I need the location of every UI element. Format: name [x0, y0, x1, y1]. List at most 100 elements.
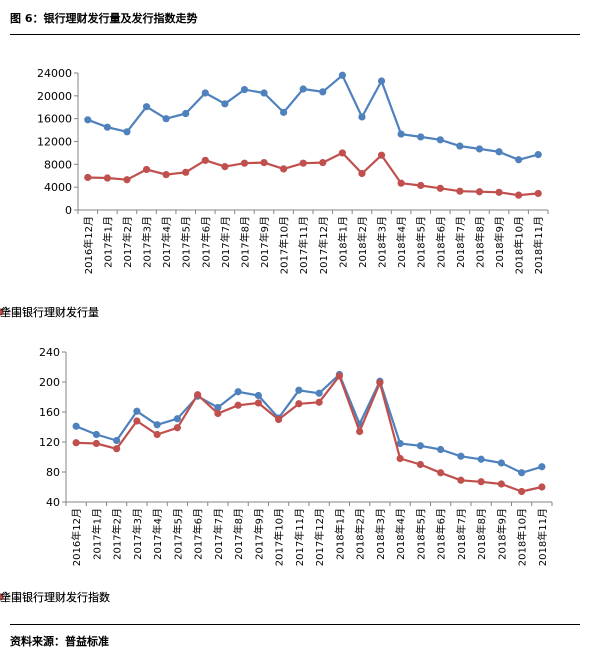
data-point — [182, 168, 190, 176]
data-point — [162, 115, 170, 123]
data-point — [315, 398, 323, 406]
x-tick-label: 2018年3月 — [374, 508, 387, 560]
series-line-1 — [75, 373, 543, 474]
data-point — [153, 430, 161, 439]
data-point — [201, 156, 209, 164]
x-tick-label: 2018年2月 — [354, 508, 367, 560]
data-point — [457, 452, 465, 460]
data-point — [377, 151, 386, 159]
x-tick-label: 2017年4月 — [160, 216, 173, 268]
data-point — [358, 169, 366, 178]
figure-title: 图 6：银行理财发行量及发行指数走势 — [10, 12, 198, 25]
data-point — [538, 483, 546, 491]
x-tick-label: 2017年5月 — [180, 216, 193, 268]
x-tick-label: 2018年1月 — [333, 508, 346, 560]
y-tick-label: 20000 — [37, 90, 72, 103]
legend-label-1: 全国银行理财发行量 — [0, 305, 99, 319]
data-point — [162, 171, 170, 179]
data-point — [254, 391, 262, 400]
x-tick-label: 2017年12月 — [313, 508, 326, 566]
data-point — [214, 403, 222, 412]
y-tick-label: 240 — [39, 346, 60, 359]
legend-label-2: 华中银行理财发行指数 — [0, 590, 110, 604]
data-point — [538, 463, 546, 471]
data-point — [475, 145, 484, 153]
x-tick-label: 2017年12月 — [317, 216, 330, 274]
legend-label-2: 华中银行理财发行量 — [0, 305, 99, 319]
series-line-1 — [87, 74, 539, 161]
data-point — [495, 188, 503, 196]
top-rule — [10, 34, 580, 35]
data-point — [103, 174, 111, 182]
x-tick-label: 2018年3月 — [376, 216, 389, 268]
issuance-volume-chart: 0 4000 8000 12000 16000 20000 24000 2016年12月 201… — [0, 67, 549, 319]
data-point — [234, 388, 242, 396]
data-point — [84, 173, 92, 182]
data-point — [295, 400, 303, 408]
x-tick-label: 2017年10月 — [278, 216, 291, 274]
source-note: 资料来源：普益标准 — [10, 635, 109, 648]
data-point — [84, 116, 92, 124]
x-tick-label: 2018年8月 — [475, 508, 488, 560]
data-point — [416, 460, 424, 469]
data-point — [113, 436, 121, 445]
y-tick-label: 8000 — [44, 158, 72, 171]
data-point — [234, 401, 242, 409]
legend-label-1: 全国银行理财发行指数 — [0, 590, 110, 604]
data-point — [457, 476, 465, 484]
x-tick-label: 2018年2月 — [356, 216, 369, 268]
x-tick-label: 2017年9月 — [252, 508, 265, 560]
data-point — [221, 163, 229, 171]
data-point — [397, 179, 405, 187]
x-tick-label: 2018年10月 — [513, 216, 526, 274]
data-point — [173, 415, 181, 423]
y-tick-label: 120 — [39, 436, 60, 449]
x-tick-label: 2017年3月 — [141, 216, 154, 268]
x-tick-label: 2017年3月 — [131, 508, 144, 560]
legend-marker-2 — [0, 593, 4, 601]
x-tick-label: 2017年5月 — [171, 508, 184, 560]
data-point — [534, 189, 542, 198]
data-point — [356, 427, 364, 436]
legend-marker-2 — [0, 308, 4, 316]
data-point — [260, 89, 268, 97]
data-point — [280, 165, 288, 173]
data-point — [123, 128, 131, 136]
data-point — [518, 469, 526, 477]
data-point — [133, 407, 141, 415]
data-point — [377, 77, 386, 85]
data-point — [497, 480, 505, 488]
x-tick-label: 2017年1月 — [101, 216, 114, 268]
data-point — [437, 445, 445, 454]
data-point — [338, 149, 346, 157]
y-tick-label: 40 — [46, 496, 60, 509]
x-tick-label: 2018年9月 — [495, 508, 508, 560]
data-point — [254, 399, 262, 407]
x-tick-label: 2018年5月 — [415, 216, 428, 268]
data-point — [515, 191, 523, 199]
data-point — [497, 459, 505, 467]
x-tick-label: 2017年9月 — [258, 216, 271, 268]
x-tick-label: 2017年2月 — [121, 216, 134, 268]
y-tick-label: 24000 — [37, 67, 72, 80]
x-tick-label: 2017年8月 — [232, 508, 245, 560]
x-tick-label: 2017年7月 — [219, 216, 232, 268]
y-tick-label: 12000 — [37, 136, 72, 149]
series-line-2 — [76, 374, 543, 493]
data-point — [113, 445, 121, 453]
x-tick-label: 2017年11月 — [297, 216, 310, 274]
x-tick-label: 2018年11月 — [532, 216, 545, 274]
data-point — [436, 184, 444, 192]
data-point — [315, 389, 323, 397]
x-tick-label: 2018年4月 — [394, 508, 407, 560]
data-point — [142, 165, 151, 174]
data-point — [397, 130, 405, 138]
x-tick-label: 2017年1月 — [90, 508, 103, 560]
data-point — [518, 487, 526, 496]
x-tick-label: 2017年8月 — [238, 216, 251, 268]
data-point — [396, 439, 404, 448]
data-point — [436, 136, 444, 144]
data-point — [240, 159, 249, 167]
x-tick-label: 2018年9月 — [493, 216, 506, 268]
x-tick-label: 2018年1月 — [336, 216, 349, 268]
